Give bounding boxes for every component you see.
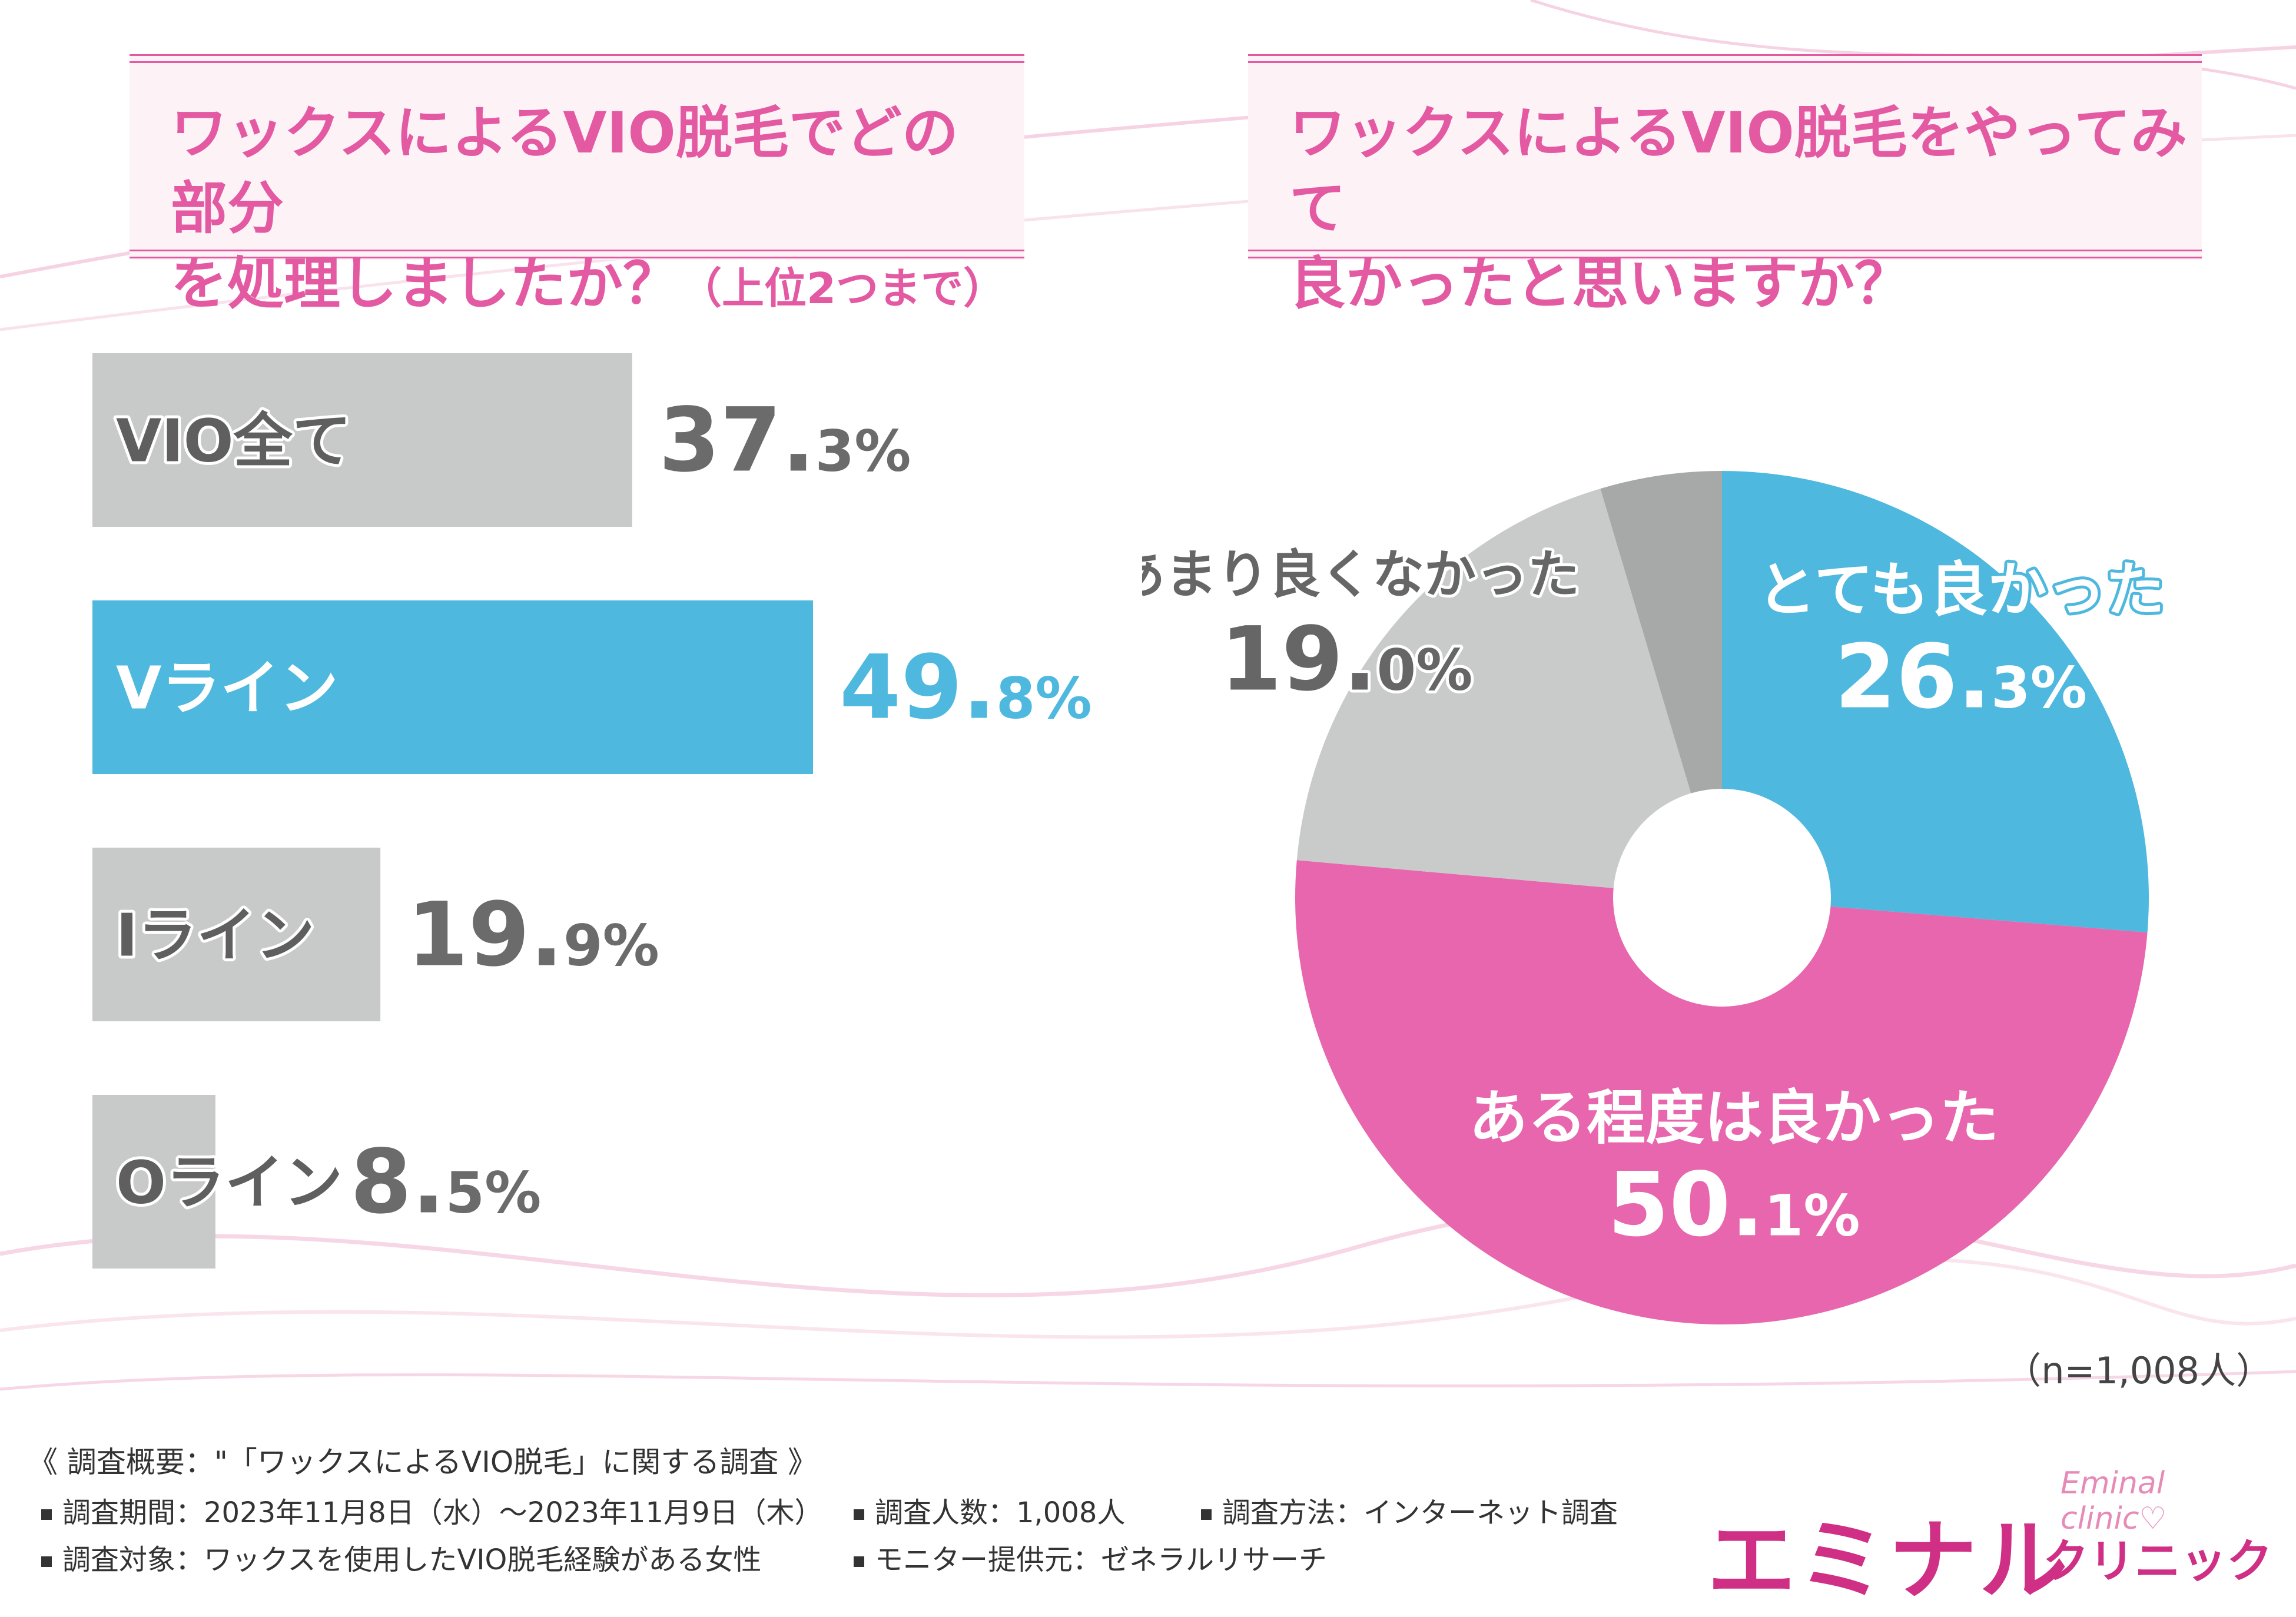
donut-category-label: とても良かった [1757, 556, 2165, 625]
survey-period: 調査期間：2023年11月8日（水）～2023年11月9日（木） [62, 1496, 823, 1529]
donut-slice-4 [1600, 471, 1722, 793]
bar-category-label: VIO全て [116, 407, 351, 476]
donut-slice-2 [1295, 860, 2148, 1325]
survey-summary: 《 調査概要："「ワックスによるVIO脱毛」に関する調査 》 [28, 1445, 818, 1479]
donut-slice-1 [1722, 471, 2149, 933]
donut-value-label: 4.6% [1426, 341, 1617, 356]
bar-value-label: 37.3% [659, 390, 911, 492]
sample-size-note: （n=1,008人） [2005, 1349, 2272, 1392]
left-question-subnote: （上位2つまで） [679, 264, 1006, 313]
survey-method: 調査方法：インターネット調査 [1222, 1496, 1618, 1529]
bar-category-label: Vライン [116, 654, 338, 723]
bar-category-label: Iライン [116, 901, 314, 970]
bar-value-label: 49.8% [840, 637, 1092, 739]
survey-provider: モニター提供元：ゼネラルリサーチ [875, 1543, 1328, 1576]
eminal-clinic-logo: Eminal clinic♡ エミナル クリニック [1707, 1454, 2272, 1612]
bar-1 [92, 353, 632, 527]
donut-value-label: 19.0% [1220, 608, 1473, 710]
bar-value-label: 19.9% [407, 884, 659, 987]
right-question-line2: 良かったと思いますか？ [1289, 251, 1911, 317]
logo-kana: クリニック [2043, 1535, 2273, 1588]
left-question-line1: ワックスによるVIO脱毛でどの部分 [171, 100, 958, 241]
survey-count: 調査人数：1,008人 [875, 1496, 1126, 1529]
left-question-line2: を処理しましたか？ [171, 251, 679, 317]
survey-target: 調査対象：ワックスを使用したVIO脱毛経験がある女性 [62, 1543, 762, 1576]
bar-4 [92, 1095, 215, 1269]
logo-main-text: エミナル [1707, 1510, 2071, 1612]
bar-chart: VIO全て 37.3% Vライン 49.8% Iライン 19.9% Oライン 8.5% [92, 353, 1092, 1269]
donut-category-label: あまり良くなかった [1142, 544, 1580, 605]
left-question-header: ワックスによるVIO脱毛でどの部分 を処理しましたか？（上位2つまで） [130, 54, 1024, 317]
right-question-header: ワックスによるVIO脱毛をやってみて 良かったと思いますか？ [1248, 54, 2202, 317]
donut-slice-3 [1296, 489, 1691, 888]
survey-footer: 《 調査概要："「ワックスによるVIO脱毛」に関する調査 》 調査期間：2023… [0, 1419, 2296, 1589]
bar-category-label: Oライン [116, 1148, 343, 1217]
donut-value-label: 26.3% [1834, 626, 2087, 729]
bar-value-label: 8.5% [350, 1131, 541, 1234]
donut-value-label: 50.1% [1608, 1154, 1860, 1256]
logo-english: Eminal clinic♡ [2061, 1466, 2167, 1536]
donut-category-label: ある程度は良かった [1469, 1083, 1999, 1152]
bar-3 [92, 848, 381, 1021]
bar-2 [92, 600, 813, 774]
right-question-line1: ワックスによるVIO脱毛をやってみて [1289, 100, 2188, 241]
